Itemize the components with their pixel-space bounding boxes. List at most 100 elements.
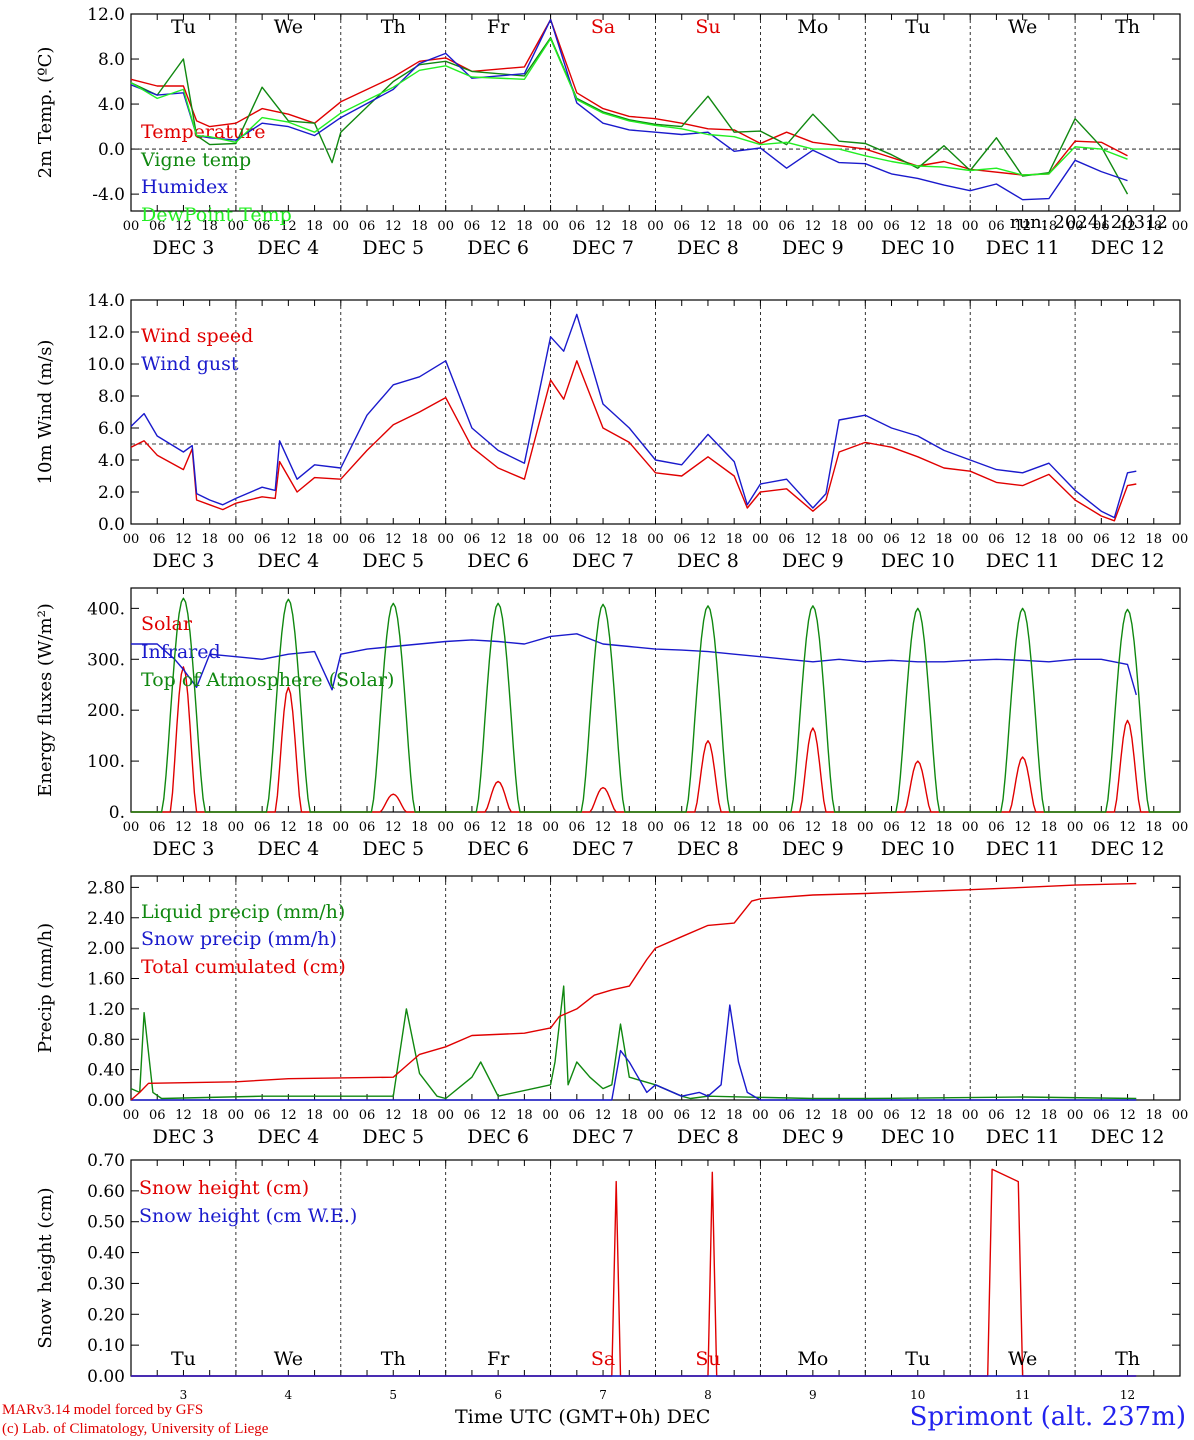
plot-frame: [130, 299, 1181, 525]
legend-entry: Liquid precip (mm/h): [141, 901, 345, 923]
hour-tick-label: 06: [254, 219, 271, 234]
hour-tick-label: 00: [437, 820, 454, 835]
day-name-top: We: [274, 16, 303, 38]
series-line: [130, 18, 1128, 176]
day-name-top: We: [1008, 16, 1037, 38]
hour-tick-label: 06: [464, 219, 481, 234]
hour-tick-label: 18: [1041, 820, 1058, 835]
hour-tick-label: 00: [1067, 532, 1084, 547]
hour-tick-label: 12: [909, 219, 926, 234]
legend-entry: Snow height (cm): [139, 1177, 309, 1199]
hour-tick-label: 00: [333, 820, 350, 835]
hour-tick-label: 06: [464, 820, 481, 835]
run-annotation: run: 2024120312: [1010, 212, 1168, 233]
panel-5: 0.70 0.60 0.50 0.40 0.30 0.20 0.10 0.00 Snow hei…: [35, 1151, 1181, 1387]
hour-tick-label: 00: [437, 1108, 454, 1123]
date-label: DEC 4: [257, 550, 319, 572]
y-axis-title: 2m Temp. (ºC): [35, 47, 56, 179]
day-name-top: Tu: [905, 16, 930, 38]
legend-entry: Humidex: [141, 176, 228, 198]
y-tick-label: 0.0: [98, 140, 125, 160]
hour-tick-label: 00: [752, 820, 769, 835]
hour-tick-label: 12: [490, 820, 507, 835]
legend-entry: Snow precip (mm/h): [141, 928, 337, 950]
hour-tick-label: 18: [306, 219, 323, 234]
legend-entry: Wind speed: [141, 325, 253, 347]
date-label: DEC 10: [881, 1126, 955, 1148]
hour-tick-label: 06: [778, 1108, 795, 1123]
y-tick-label: 0.40: [87, 1244, 125, 1264]
hour-tick-label: 00: [123, 820, 140, 835]
date-label: DEC 11: [986, 237, 1060, 259]
hour-tick-label: 12: [385, 1108, 402, 1123]
hour-tick-label: 12: [1119, 820, 1136, 835]
hour-tick-label: 12: [1014, 820, 1031, 835]
hour-tick-label: 00: [962, 820, 979, 835]
hour-tick-label: 18: [936, 532, 953, 547]
date-label: DEC 6: [467, 237, 529, 259]
hour-tick-label: 00: [542, 1108, 559, 1123]
date-label: DEC 6: [467, 1126, 529, 1148]
date-label: DEC 5: [362, 237, 424, 259]
hour-tick-label: 18: [411, 820, 428, 835]
legend-entry: DewPoint Temp: [141, 204, 292, 226]
hour-tick-label: 12: [385, 820, 402, 835]
date-label: DEC 12: [1091, 550, 1165, 572]
day-number: 12: [1120, 1388, 1135, 1402]
hour-tick-label: 12: [490, 532, 507, 547]
day-name-bottom: Th: [381, 1348, 406, 1370]
hour-tick-label: 00: [857, 219, 874, 234]
hour-tick-label: 18: [201, 219, 218, 234]
day-number: 7: [599, 1388, 607, 1402]
hour-tick-label: 06: [673, 219, 690, 234]
hour-tick-label: 12: [1014, 219, 1031, 234]
y-tick-label: 400.: [87, 599, 125, 619]
hour-tick-label: 18: [1146, 532, 1163, 547]
hour-tick-label: 12: [175, 219, 192, 234]
hour-tick-label: 06: [673, 1108, 690, 1123]
y-tick-label: 4.0: [98, 95, 125, 115]
hour-tick-label: 00: [647, 820, 664, 835]
hour-tick-label: 00: [962, 219, 979, 234]
day-number: 6: [494, 1388, 502, 1402]
hour-tick-label: 18: [306, 532, 323, 547]
hour-tick-label: 12: [1119, 1108, 1136, 1123]
hour-tick-label: 00: [333, 532, 350, 547]
hour-tick-label: 12: [1119, 532, 1136, 547]
date-label: DEC 9: [782, 838, 844, 860]
hour-tick-label: 06: [359, 532, 376, 547]
hour-tick-label: 00: [1172, 820, 1189, 835]
legend-entry: Temperature: [141, 121, 265, 143]
y-tick-label: 0.40: [87, 1061, 125, 1081]
hour-tick-label: 06: [149, 532, 166, 547]
y-tick-label: 0.: [109, 803, 125, 823]
series-line: [131, 1168, 1137, 1377]
day-number: 4: [285, 1388, 293, 1402]
hour-tick-label: 18: [1146, 219, 1163, 234]
date-label: DEC 9: [782, 1126, 844, 1148]
hour-tick-label: 06: [359, 1108, 376, 1123]
y-tick-label: 0.60: [87, 1182, 125, 1202]
hour-tick-label: 18: [516, 219, 533, 234]
legend-entry: Infrared: [141, 641, 221, 663]
hour-tick-label: 12: [175, 532, 192, 547]
series-line: [130, 985, 1137, 1100]
station-name: Sprimont (alt. 237m): [909, 1402, 1186, 1432]
date-label: DEC 8: [677, 1126, 739, 1148]
hour-tick-label: 00: [1172, 219, 1189, 234]
hour-tick-label: 18: [411, 219, 428, 234]
date-label: DEC 6: [467, 838, 529, 860]
day-number: 5: [389, 1388, 397, 1402]
hour-tick-label: 00: [857, 532, 874, 547]
hour-tick-label: 06: [464, 532, 481, 547]
series-line: [131, 1004, 1137, 1101]
series-line: [130, 360, 1137, 522]
hour-tick-label: 12: [175, 1108, 192, 1123]
date-label: DEC 11: [986, 1126, 1060, 1148]
day-name-top: Su: [695, 16, 720, 38]
day-name-top: Mo: [797, 16, 828, 38]
hour-tick-label: 18: [411, 532, 428, 547]
date-label: DEC 10: [881, 838, 955, 860]
hour-tick-label: 06: [1093, 820, 1110, 835]
hour-tick-label: 00: [962, 1108, 979, 1123]
